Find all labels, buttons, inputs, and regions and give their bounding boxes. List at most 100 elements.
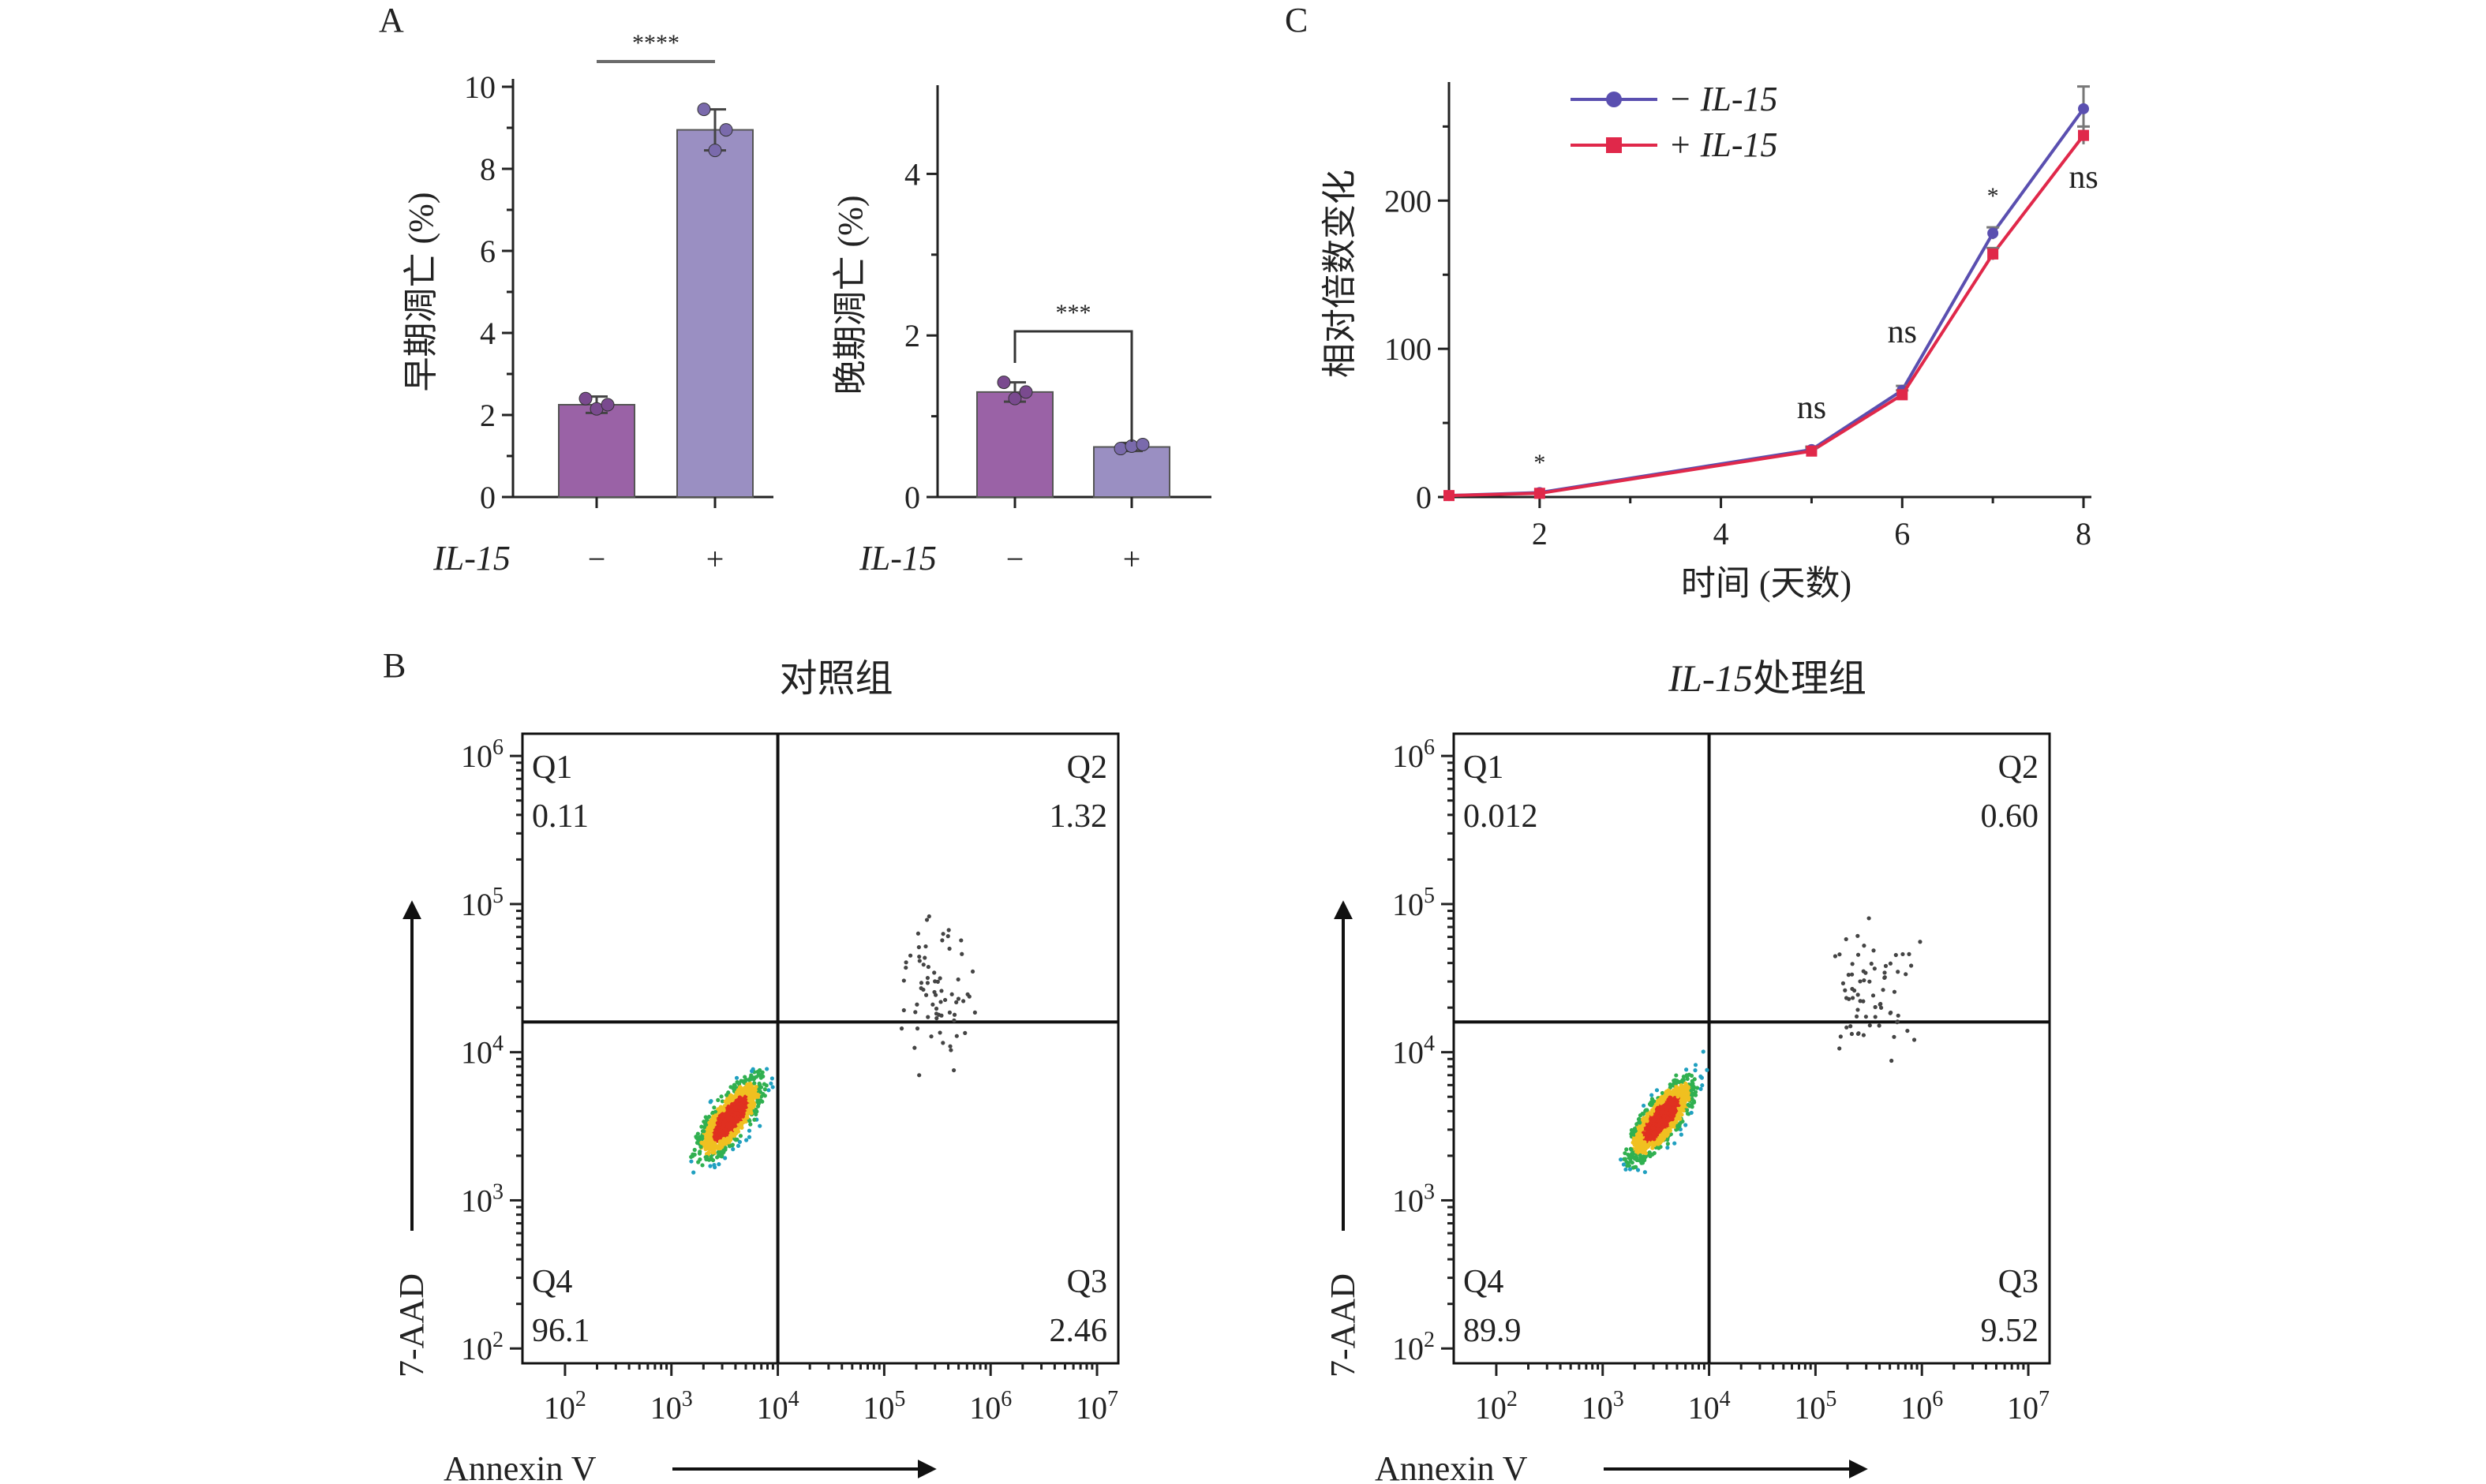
- x-tick-label: 104: [1688, 1387, 1731, 1426]
- quadrant-name: Q3: [1998, 1264, 2039, 1300]
- legend-label: − IL-15: [1668, 80, 1777, 118]
- x-tick-label: 8: [2076, 516, 2091, 551]
- x-tick-label: 6: [1894, 516, 1910, 551]
- quadrant-value: 1.32: [1050, 798, 1108, 835]
- event-cloud: [1619, 916, 1923, 1175]
- legend-marker: [1606, 137, 1622, 153]
- quadrant-value: 2.46: [1050, 1313, 1108, 1349]
- x-tick-label: −: [1006, 541, 1024, 577]
- bar: [976, 391, 1054, 498]
- x-category-axis-label: IL-15: [432, 539, 511, 578]
- data-point: [2078, 129, 2089, 141]
- x-tick-label: 105: [1794, 1387, 1836, 1426]
- y-tick-label: 106: [1392, 735, 1435, 774]
- x-tick-label: 105: [863, 1387, 905, 1426]
- quadrant-name: Q4: [532, 1264, 572, 1300]
- y-tick-label: 2: [480, 398, 496, 433]
- replicate-dot: [708, 144, 722, 158]
- x-tick-label: 103: [1582, 1387, 1624, 1426]
- x-category-axis-label: IL-15: [859, 539, 937, 578]
- replicate-dot: [1019, 385, 1033, 399]
- event-cloud: [689, 914, 977, 1175]
- quadrant-name: Q1: [532, 749, 572, 786]
- y-axis-title: 7-AAD: [392, 1273, 431, 1377]
- y-tick-label: 200: [1384, 183, 1432, 219]
- y-axis-title: 早期凋亡 (%): [402, 193, 440, 392]
- quadrant-value: 89.9: [1463, 1313, 1522, 1349]
- x-tick-label: 107: [2007, 1387, 2050, 1426]
- late-apoptosis-bar-chart: 0 2 4 − + IL-15 晚期凋亡 (%) ***: [831, 85, 1211, 578]
- significance-label: ****: [632, 30, 680, 56]
- quadrant-name: Q1: [1463, 749, 1503, 786]
- flow-plot-control: 102 103 104 105 106 107 102 103 104 105 106 Q1 0.11 Q…: [392, 658, 1120, 1484]
- x-tick-label: 103: [650, 1387, 693, 1426]
- y-axis-title: 相对倍数变化: [1320, 170, 1359, 378]
- quadrant-name: Q3: [1067, 1264, 1107, 1300]
- data-point: [2078, 103, 2089, 114]
- x-tick-label: +: [706, 541, 724, 577]
- y-tick-label: 0: [480, 480, 496, 515]
- bar: [558, 404, 635, 498]
- replicate-dot: [601, 398, 615, 412]
- y-tick-label: 104: [1392, 1032, 1435, 1071]
- panel-letter-a: A: [379, 1, 404, 39]
- x-axis-title: Annexin V: [444, 1449, 597, 1484]
- plot-title: IL-15处理组: [1668, 658, 1866, 700]
- y-tick-label: 103: [461, 1179, 504, 1218]
- significance-annotation: *: [1987, 183, 1999, 209]
- y-tick-label: 106: [461, 735, 504, 774]
- replicate-dot: [719, 123, 733, 137]
- flow-plot-il15: 102 103 104 105 106 107 102 103 104 105 106 Q1 0.012…: [1323, 658, 2051, 1484]
- x-tick-label: 106: [969, 1387, 1012, 1426]
- y-axis-title: 7-AAD: [1323, 1273, 1362, 1377]
- replicate-dot: [578, 391, 593, 406]
- panel-letter-b: B: [383, 646, 406, 685]
- bar: [676, 129, 754, 498]
- quadrant-value: 0.60: [1981, 798, 2039, 835]
- quadrant-value: 0.11: [532, 798, 589, 835]
- plot-frame: [1452, 732, 2051, 1365]
- quadrant-value: 96.1: [532, 1313, 590, 1349]
- quadrant-name: Q4: [1463, 1264, 1503, 1300]
- quadrant-value: 9.52: [1981, 1313, 2039, 1349]
- legend-label: + IL-15: [1668, 125, 1777, 164]
- quadrant-name: Q2: [1998, 749, 2039, 786]
- y-tick-label: 2: [904, 318, 920, 353]
- significance-annotation: ns: [1797, 390, 1826, 426]
- x-tick-label: 102: [544, 1387, 586, 1426]
- y-tick-label: 105: [461, 884, 504, 922]
- plot-title: 对照组: [779, 658, 893, 700]
- significance-label: ***: [1056, 300, 1091, 326]
- data-point: [1806, 445, 1818, 457]
- x-tick-label: 102: [1475, 1387, 1518, 1426]
- x-tick-label: 4: [1713, 516, 1729, 551]
- data-point: [1987, 248, 1999, 260]
- y-tick-label: 6: [480, 234, 496, 269]
- legend-marker: [1606, 92, 1622, 107]
- data-point: [1533, 488, 1545, 499]
- replicate-dot: [1136, 437, 1150, 451]
- x-tick-label: 107: [1076, 1387, 1118, 1426]
- y-tick-label: 8: [480, 151, 496, 187]
- significance-annotation: ns: [1888, 314, 1917, 350]
- y-tick-label: 0: [904, 480, 920, 515]
- y-tick-label: 0: [1416, 480, 1432, 515]
- quadrant-name: Q2: [1067, 749, 1107, 786]
- series-line: [1448, 134, 2085, 498]
- significance-annotation: ns: [2069, 159, 2098, 196]
- y-tick-label: 104: [461, 1032, 504, 1071]
- replicate-dot: [1008, 391, 1022, 406]
- y-tick-label: 102: [461, 1328, 504, 1366]
- y-tick-label: 100: [1384, 331, 1432, 367]
- y-tick-label: 10: [464, 69, 496, 105]
- data-point: [1896, 389, 1908, 401]
- panel-letter-c: C: [1285, 1, 1308, 39]
- bar: [1093, 446, 1170, 499]
- y-tick-label: 105: [1392, 884, 1435, 922]
- data-point: [1987, 227, 1999, 239]
- y-tick-label: 4: [904, 156, 920, 192]
- y-tick-label: 102: [1392, 1328, 1435, 1366]
- y-tick-label: 4: [480, 316, 496, 351]
- x-axis-title: 时间 (天数): [1681, 564, 1851, 603]
